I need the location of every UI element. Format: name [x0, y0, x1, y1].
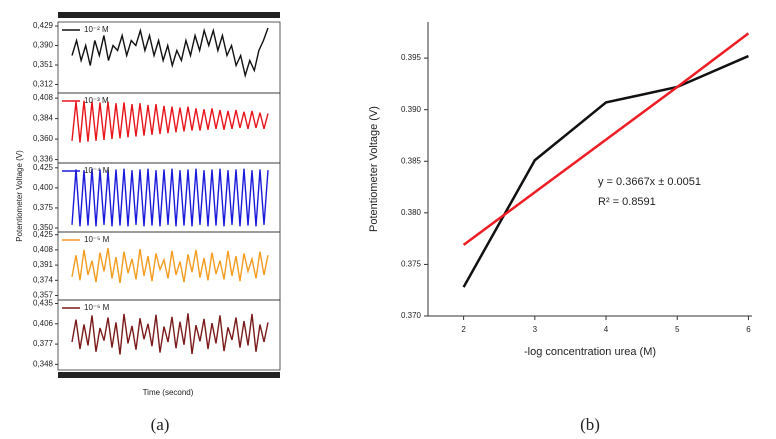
data-line — [71, 27, 269, 79]
data-line — [71, 168, 269, 227]
y-tick-label: 0,336 — [33, 155, 54, 164]
data-line — [462, 54, 749, 288]
y-tick-label: 0,360 — [33, 134, 54, 143]
legend-label: 10⁻³ M — [84, 96, 109, 105]
data-line — [462, 32, 750, 246]
legend-label: 10⁻⁶ M — [84, 303, 110, 312]
x-tick-label: 4 — [604, 325, 609, 334]
data-line — [71, 100, 269, 143]
y-tick-label: 0,429 — [33, 21, 54, 30]
y-tick-label: 0,391 — [33, 260, 54, 269]
x-axis-label: Time (second) — [143, 388, 194, 397]
y-tick-label: 0,374 — [33, 275, 54, 284]
y-tick-label: 0.395 — [401, 53, 422, 62]
annotation: R² = 0.8591 — [598, 196, 656, 208]
caption: (a) — [151, 415, 170, 434]
y-tick-label: 0,357 — [33, 291, 54, 300]
y-tick-label: 0,390 — [33, 41, 54, 50]
x-tick-label: 5 — [675, 325, 680, 334]
y-tick-label: 0,312 — [33, 80, 54, 89]
x-tick-label: 6 — [746, 325, 751, 334]
panel-frame — [57, 299, 281, 371]
y-tick-label: 0,408 — [33, 245, 54, 254]
y-tick-label: 0,377 — [33, 339, 54, 348]
y-tick-label: 0,400 — [33, 183, 54, 192]
y-tick-label: 0,408 — [33, 93, 54, 102]
y-tick-label: 0,375 — [33, 203, 54, 212]
legend-label: 10⁻⁵ M — [84, 235, 110, 244]
y-tick-label: 0.385 — [401, 156, 422, 165]
data-line — [71, 247, 269, 284]
y-axis-label: Potentiometer Voltage (V) — [368, 106, 380, 232]
y-tick-label: 0,425 — [33, 163, 54, 172]
y-tick-label: 0.375 — [401, 260, 422, 269]
y-tick-label: 0,406 — [33, 319, 54, 328]
x-tick-strip — [58, 12, 280, 18]
x-tick-strip — [58, 372, 280, 378]
y-tick-label: 0,384 — [33, 114, 54, 123]
y-tick-label: 0,435 — [33, 299, 54, 308]
y-tick-label: 0.370 — [401, 311, 422, 320]
y-tick-label: 0.390 — [401, 105, 422, 114]
legend-label: 10⁻² M — [84, 25, 109, 34]
y-tick-label: 0,425 — [33, 230, 54, 239]
annotation: y = 0.3667x ± 0.0051 — [598, 176, 701, 188]
y-tick-label: 0,350 — [33, 223, 54, 232]
x-tick-label: 3 — [533, 325, 538, 334]
x-tick-label: 2 — [461, 325, 466, 334]
caption: (b) — [580, 415, 600, 434]
y-axis-label: Potentiometer Voltage (V) — [15, 150, 24, 242]
legend-label: 10⁻⁴ M — [84, 166, 110, 175]
y-tick-label: 0,351 — [33, 60, 54, 69]
y-tick-label: 0.380 — [401, 208, 422, 217]
x-axis-label: -log concentration urea (M) — [524, 346, 656, 358]
y-tick-label: 0,348 — [33, 360, 54, 369]
data-line — [71, 313, 269, 355]
